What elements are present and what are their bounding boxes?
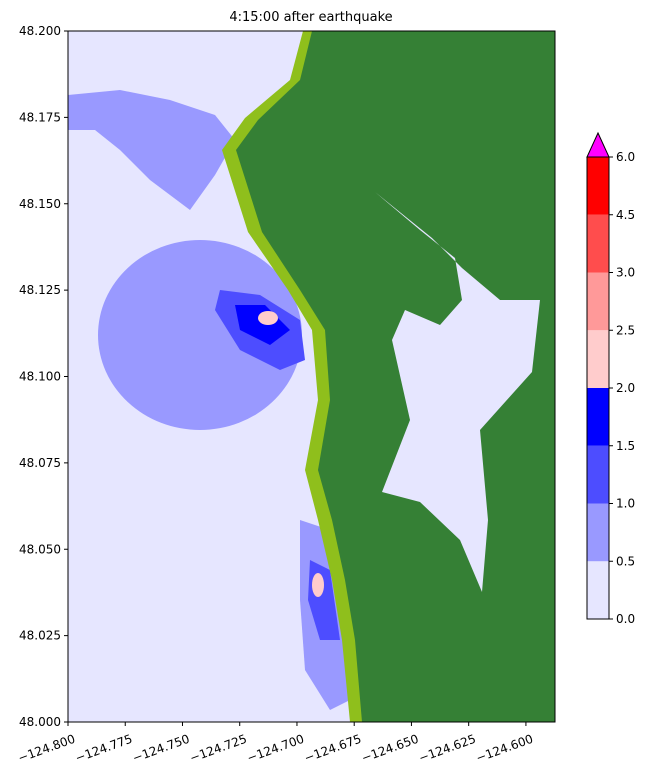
x-tick-label: −124.700 bbox=[245, 732, 306, 766]
y-tick-label: 48.150 bbox=[19, 197, 61, 211]
title: 4:15:00 after earthquake bbox=[229, 10, 392, 25]
y-tick-label: 48.075 bbox=[19, 456, 61, 470]
colorbar-tick-label: 2.5 bbox=[616, 323, 635, 337]
y-tick-label: 48.125 bbox=[19, 283, 61, 297]
y-tick-label: 48.050 bbox=[19, 542, 61, 556]
x-tick-label: −124.650 bbox=[360, 732, 421, 766]
colorbar-segment bbox=[587, 330, 609, 388]
colorbar-tick-label: 0.5 bbox=[616, 554, 635, 568]
colorbar-segment bbox=[587, 272, 609, 331]
colorbar-extend bbox=[586, 131, 610, 158]
x-tick-label: −124.775 bbox=[73, 732, 134, 766]
colorbar-segment bbox=[587, 157, 609, 215]
x-tick-label: −124.600 bbox=[474, 732, 535, 766]
wave-zone bbox=[68, 90, 235, 210]
colorbar-tick-label: 2.0 bbox=[616, 381, 635, 395]
bay bbox=[375, 192, 540, 592]
colorbar-segment bbox=[587, 214, 609, 273]
colorbar-tick-label: 4.5 bbox=[616, 208, 635, 222]
colorbar-segment bbox=[587, 445, 609, 504]
map bbox=[68, 31, 555, 722]
y-tick-label: 48.175 bbox=[19, 110, 61, 124]
colorbar-tick-label: 1.5 bbox=[616, 439, 635, 453]
x-tick-label: −124.750 bbox=[131, 732, 192, 766]
x-tick-label: −124.675 bbox=[302, 732, 363, 766]
colorbar-tick-label: 0.0 bbox=[616, 612, 635, 626]
x-tick-label: −124.800 bbox=[16, 732, 77, 766]
colorbar-tick-label: 3.0 bbox=[616, 266, 635, 280]
wave-zone bbox=[258, 311, 278, 325]
y-tick-label: 48.100 bbox=[19, 370, 61, 384]
x-tick-label: −124.625 bbox=[417, 732, 478, 766]
colorbar-tick-label: 1.0 bbox=[616, 497, 635, 511]
wave-zone bbox=[98, 240, 302, 430]
y-tick-label: 48.200 bbox=[19, 24, 61, 38]
y-tick-label: 48.000 bbox=[19, 715, 61, 729]
colorbar: 0.0 0.5 1.0 1.5 2.0 2.5 3.0 4.5 6.0 bbox=[586, 131, 635, 626]
y-tick-label: 48.025 bbox=[19, 629, 61, 643]
colorbar-segment bbox=[587, 388, 609, 446]
colorbar-segment bbox=[587, 503, 609, 562]
x-tick-label: −124.725 bbox=[188, 732, 249, 766]
wave-zone bbox=[312, 573, 324, 597]
colorbar-segment bbox=[587, 561, 609, 619]
colorbar-tick-label: 6.0 bbox=[616, 150, 635, 164]
wave-zone bbox=[235, 305, 290, 345]
